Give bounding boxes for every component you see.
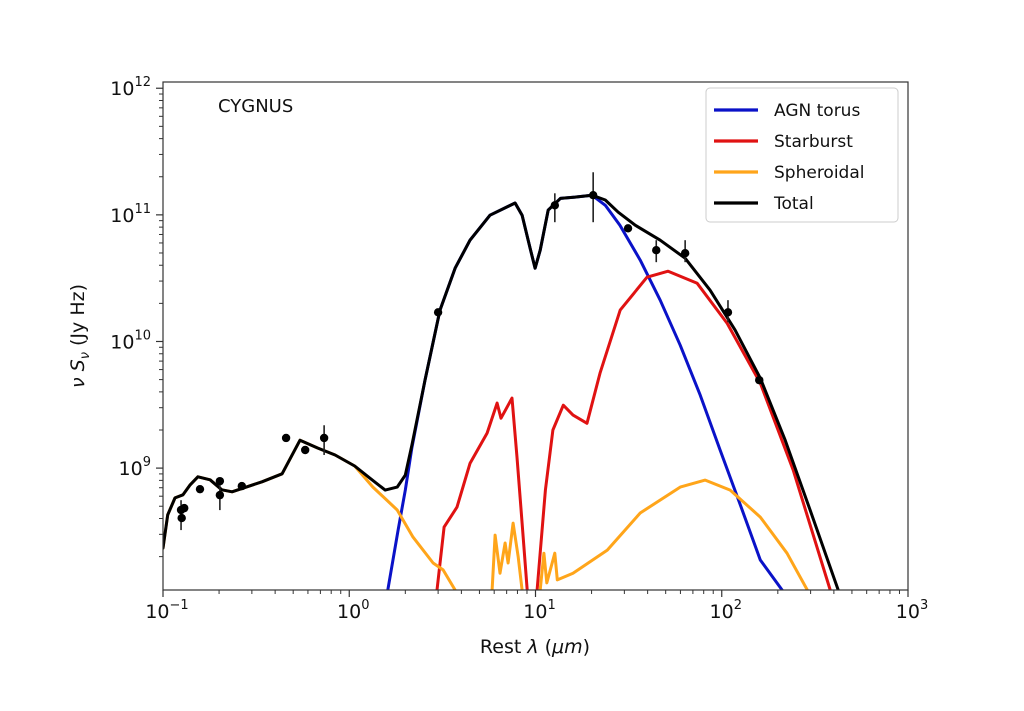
x-axis-label: Rest λ (μm) bbox=[480, 636, 590, 658]
series-line-starburst bbox=[435, 396, 529, 590]
object-name-annotation: CYGNUS bbox=[218, 96, 293, 117]
data-point bbox=[180, 503, 189, 513]
legend: AGN torus Starburst Spheroidal Total bbox=[705, 87, 899, 223]
series-line-starburst bbox=[535, 269, 832, 590]
data-point bbox=[195, 484, 205, 494]
y-tick-label: 109 bbox=[119, 455, 151, 480]
x-tick-label: 10−1 bbox=[145, 598, 188, 623]
data-point bbox=[237, 481, 247, 491]
x-tick-label: 100 bbox=[337, 598, 369, 623]
series-line-total bbox=[163, 193, 840, 590]
series-group bbox=[163, 172, 840, 590]
data-point bbox=[588, 190, 598, 200]
data-point bbox=[550, 201, 560, 210]
data-point bbox=[177, 513, 186, 523]
data-point bbox=[623, 224, 633, 233]
x-tick-label: 101 bbox=[523, 598, 555, 623]
x-tick-label: 102 bbox=[710, 598, 742, 623]
data-point bbox=[652, 245, 661, 255]
x-tick-label: 103 bbox=[896, 598, 928, 623]
axis-ticks: 10−1 100 101 102 103 109 1010 1011 1012 bbox=[110, 75, 928, 623]
y-axis-label: ν Sν (Jy Hz) bbox=[67, 284, 93, 388]
y-tick-label: 1012 bbox=[110, 75, 151, 100]
legend-label-starburst: Starburst bbox=[774, 132, 853, 152]
plot-frame bbox=[162, 81, 909, 591]
data-point bbox=[680, 248, 690, 258]
plot-area bbox=[163, 172, 840, 590]
data-point bbox=[433, 308, 443, 317]
data-point bbox=[300, 445, 310, 455]
data-point bbox=[755, 375, 764, 385]
data-point bbox=[215, 490, 225, 500]
series-line-spheroidal bbox=[538, 478, 809, 590]
data-point bbox=[723, 308, 733, 317]
legend-label-agn-torus: AGN torus bbox=[774, 101, 860, 121]
data-point bbox=[319, 433, 329, 443]
data-point bbox=[281, 433, 291, 443]
legend-label-spheroidal: Spheroidal bbox=[774, 163, 865, 183]
y-tick-label: 1011 bbox=[110, 202, 151, 227]
series-line-spheroidal bbox=[490, 521, 524, 590]
y-tick-label: 1010 bbox=[110, 328, 151, 353]
data-point bbox=[215, 476, 225, 486]
legend-box bbox=[705, 87, 899, 223]
legend-label-total: Total bbox=[773, 194, 814, 214]
